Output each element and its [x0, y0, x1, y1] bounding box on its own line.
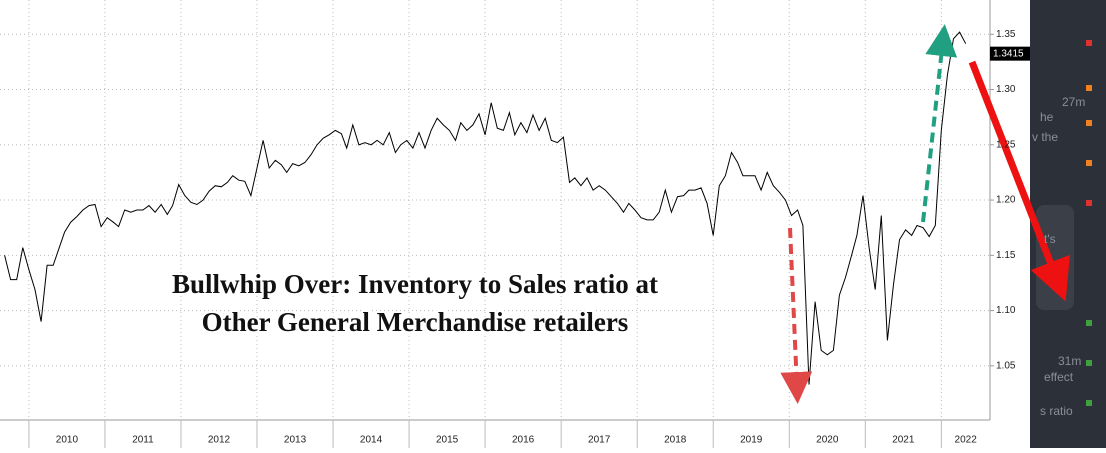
sidebar-icon [1086, 40, 1092, 46]
x-tick-label: 2016 [512, 435, 535, 446]
y-tick-label: 1.15 [996, 250, 1016, 261]
x-tick-label: 2017 [588, 435, 611, 446]
down-arrow [780, 227, 813, 404]
sidebar-text: effect [1044, 370, 1074, 384]
x-tick-label: 2010 [56, 435, 79, 446]
x-tick-label: 2014 [360, 435, 383, 446]
x-tick-label: 2021 [892, 435, 915, 446]
sidebar-text: t's [1044, 232, 1056, 246]
y-tick-label: 1.30 [996, 84, 1016, 95]
sidebar-icon [1086, 85, 1092, 91]
x-tick-label: 2019 [740, 435, 763, 446]
annotation: Bullwhip Over: Inventory to Sales ratio … [172, 269, 658, 299]
sidebar-icon [1086, 200, 1092, 206]
x-tick-label: 2012 [208, 435, 231, 446]
y-tick-label: 1.35 [996, 29, 1016, 40]
x-tick-label: 2020 [816, 435, 839, 446]
y-tick-label: 1.25 [996, 139, 1016, 150]
x-tick-label: 2018 [664, 435, 687, 446]
trend-arrow [968, 60, 1070, 302]
series-line [4, 31, 967, 385]
sidebar-text: 27m [1062, 95, 1085, 109]
sidebar-text: s ratio [1040, 404, 1073, 418]
up-arrow [921, 24, 958, 223]
sidebar-icon [1086, 360, 1092, 366]
plot [0, 0, 990, 420]
x-tick-label: 2015 [436, 435, 459, 446]
sidebar-icon [1086, 160, 1092, 166]
sidebar-text: 31m [1058, 354, 1081, 368]
sidebar-icon [1086, 320, 1092, 326]
sidebar-text: he [1040, 110, 1054, 124]
y-tick-label: 1.10 [996, 305, 1016, 316]
sidebar-icon [1086, 400, 1092, 406]
last-value-box [990, 46, 1030, 61]
sidebar-icon [1086, 120, 1092, 126]
sidebar-card [1036, 205, 1074, 310]
y-tick-label: 1.05 [996, 360, 1016, 371]
x-tick-label: 2022 [955, 435, 978, 446]
x-tick-label: 2011 [132, 435, 154, 446]
sidebar-text: v the [1032, 130, 1058, 144]
last-value-label: 1.3415 [993, 48, 1024, 59]
annotation: Other General Merchandise retailers [202, 307, 629, 337]
y-tick-label: 1.20 [996, 195, 1016, 206]
x-tick-label: 2013 [284, 435, 307, 446]
